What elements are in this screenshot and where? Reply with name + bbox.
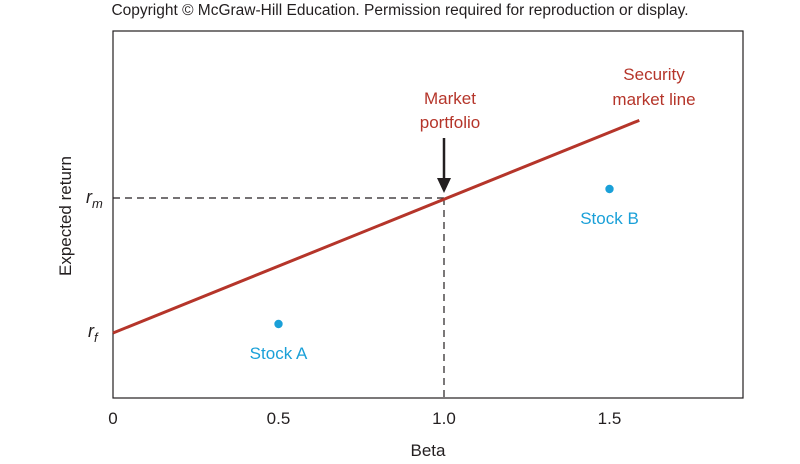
x-tick-label: 1.0: [432, 409, 456, 428]
market-label-line1: Market: [424, 89, 476, 108]
x-axis-label: Beta: [411, 441, 447, 460]
y-tick-rm-sub: m: [92, 196, 103, 211]
security-market-line: [112, 118, 640, 335]
plot-frame: [112, 30, 744, 399]
y-tick-rm-base: r: [86, 187, 93, 207]
x-tick-label: 1.5: [598, 409, 622, 428]
sml-label-line1: Security: [623, 65, 685, 84]
x-tick-label: 0.5: [267, 409, 291, 428]
stock-b-point: [605, 184, 614, 194]
y-axis-label: Expected return: [56, 156, 75, 276]
y-tick-rf: rf: [88, 321, 99, 345]
sml-label-line2: market line: [612, 90, 695, 109]
market-portfolio-arrow-head: [437, 178, 451, 193]
y-tick-rf-sub: f: [94, 330, 99, 345]
market-label-line2: portfolio: [420, 113, 480, 132]
copyright-notice: Copyright © McGraw-Hill Education. Permi…: [111, 2, 689, 19]
y-tick-rm: rm: [86, 187, 103, 211]
stock-a-label: Stock A: [250, 344, 308, 363]
y-tick-rf-base: r: [88, 321, 95, 341]
stock-b-label: Stock B: [580, 209, 639, 228]
x-tick-label: 0: [108, 409, 117, 428]
stock-a-point: [274, 319, 283, 329]
